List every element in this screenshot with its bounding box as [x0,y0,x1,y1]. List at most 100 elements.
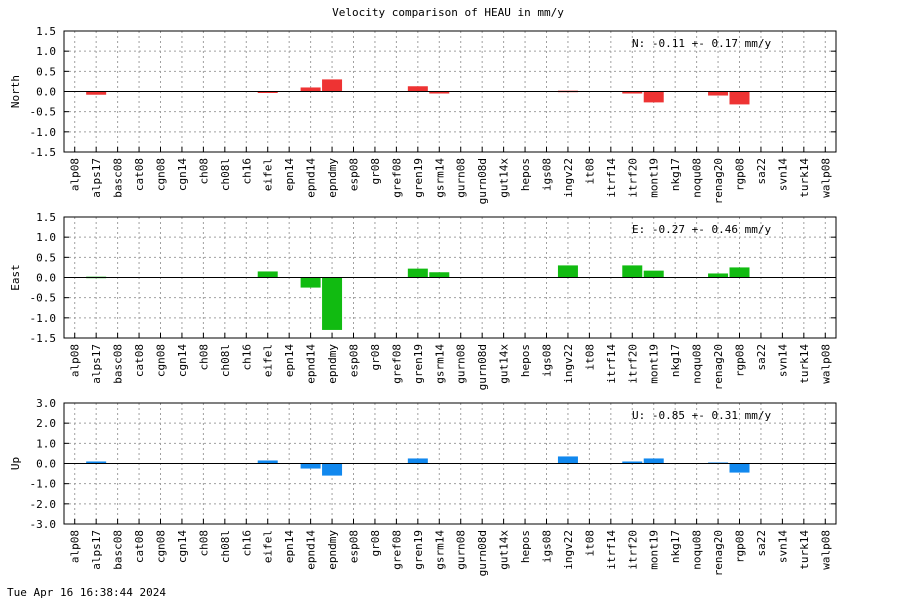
x-tick-label: nkg17 [669,158,682,191]
x-tick-label: epndmy [326,158,339,198]
x-tick-label: mont19 [648,344,661,384]
x-tick-label: cat08 [133,530,146,563]
x-tick-label: rgp08 [734,344,747,377]
y-tick-label: 0.0 [36,86,56,99]
x-tick-label: gsrm14 [433,344,446,384]
x-tick-label: nkg17 [669,530,682,563]
x-tick-label: itrf14 [605,158,618,198]
x-tick-label: epnd14 [305,344,318,384]
bar-epnd14 [300,87,321,92]
x-tick-label: itrf20 [626,344,639,384]
x-tick-label: gr08 [369,158,382,185]
y-tick-label: 0.0 [36,458,56,471]
x-tick-label: gut14x [498,530,511,570]
x-tick-label: cgn14 [176,344,189,377]
y-tick-label: 3.0 [36,397,56,410]
x-tick-label: igs08 [541,344,554,377]
bar-eifel [257,271,278,278]
x-tick-label: epndmy [326,344,339,384]
x-tick-label: hepos [519,344,532,377]
bar-renag20 [708,91,729,96]
x-tick-label: gsrm14 [433,530,446,570]
x-tick-label: ingv22 [562,344,575,384]
x-tick-label: rgp08 [734,158,747,191]
y-tick-label: 1.0 [36,45,56,58]
x-tick-label: alps17 [90,530,103,570]
x-tick-label: ch16 [240,530,253,557]
y-axis-label: North [9,75,22,108]
x-tick-label: itrf20 [626,158,639,198]
x-tick-label: gref08 [390,344,403,384]
x-tick-label: epn14 [283,530,296,563]
y-tick-label: 0.5 [36,65,56,78]
bar-gren19 [407,86,428,92]
x-tick-label: cgn14 [176,158,189,191]
x-tick-label: gurn08d [476,344,489,390]
x-tick-label: gsrm14 [433,158,446,198]
bar-epnd14 [300,277,321,288]
y-tick-label: -3.0 [30,518,57,531]
x-tick-label: gut14x [498,158,511,198]
x-tick-label: itrf14 [605,344,618,384]
x-tick-label: svn14 [776,530,789,563]
x-tick-label: it08 [583,158,596,185]
bar-itrf20 [622,461,643,464]
panel-north: 1.5 1.0 0.5 0.0 -0.5 -1.0 -1.5 alp08 alps17 basc0… [9,25,837,204]
x-tick-label: epnd14 [305,530,318,570]
x-tick-label: rgp08 [734,530,747,563]
x-tick-label: eifel [262,158,275,191]
x-tick-label: itrf20 [626,530,639,570]
x-tick-label: ch08l [219,530,232,563]
bar-mont19 [643,458,664,464]
x-tick-label: turk14 [798,344,811,384]
x-tick-label: itrf14 [605,530,618,570]
x-tick-label: eifel [262,344,275,377]
y-tick-label: 1.0 [36,231,56,244]
x-tick-label: alps17 [90,344,103,384]
x-tick-label: noqu08 [691,530,704,570]
x-tick-label: esp08 [348,344,361,377]
x-tick-label: alp08 [69,344,82,377]
x-tick-label: it08 [583,344,596,371]
bar-epndmy [322,79,343,92]
x-tick-label: noqu08 [691,344,704,384]
x-tick-label: igs08 [541,158,554,191]
plot-frame [63,402,837,525]
x-tick-label: cat08 [133,158,146,191]
x-tick-label: gurn08d [476,158,489,204]
bar-mont19 [643,91,664,103]
bar-eifel [257,460,278,464]
x-tick-label: walp08 [819,344,832,384]
x-tick-label: renag20 [712,158,725,204]
x-tick-label: alps17 [90,158,103,198]
timestamp-footer: Tue Apr 16 16:38:44 2024 [7,586,166,599]
x-tick-label: walp08 [819,530,832,570]
bar-epndmy [322,463,343,476]
bar-itrf20 [622,265,643,278]
plot-frame [63,216,837,339]
x-tick-label: gref08 [390,158,403,198]
x-tick-label: ch08l [219,344,232,377]
x-tick-label: gren19 [412,158,425,198]
bar-epndmy [322,277,343,330]
x-tick-label: hepos [519,158,532,191]
x-tick-label: cat08 [133,344,146,377]
x-tick-label: sa22 [755,158,768,185]
bar-eifel [257,91,278,93]
bar-rgp08 [729,267,750,278]
annotation-stats: E: -0.27 +- 0.46 mm/y [632,223,771,236]
bar-gsrm14 [429,272,450,278]
bar-mont19 [643,270,664,278]
panels-root: 1.5 1.0 0.5 0.0 -0.5 -1.0 -1.5 alp08 alps17 basc0… [9,25,837,576]
x-tick-label: gut14x [498,344,511,384]
y-tick-label: -1.5 [30,146,57,159]
bar-gren19 [407,458,428,464]
x-tick-label: nkg17 [669,344,682,377]
x-tick-label: epndmy [326,530,339,570]
x-tick-label: mont19 [648,158,661,198]
x-tick-label: cgn14 [176,530,189,563]
x-tick-label: turk14 [798,530,811,570]
y-axis-label: East [9,264,22,291]
x-tick-label: noqu08 [691,158,704,198]
